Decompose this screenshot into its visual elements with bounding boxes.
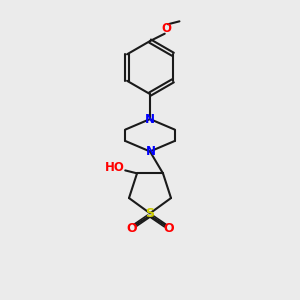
Text: O: O xyxy=(126,222,137,235)
Text: N: N xyxy=(144,112,154,126)
Text: S: S xyxy=(146,207,154,220)
Text: N: N xyxy=(146,145,156,158)
Text: HO: HO xyxy=(105,161,125,174)
Text: O: O xyxy=(163,222,174,235)
Text: O: O xyxy=(161,22,171,35)
